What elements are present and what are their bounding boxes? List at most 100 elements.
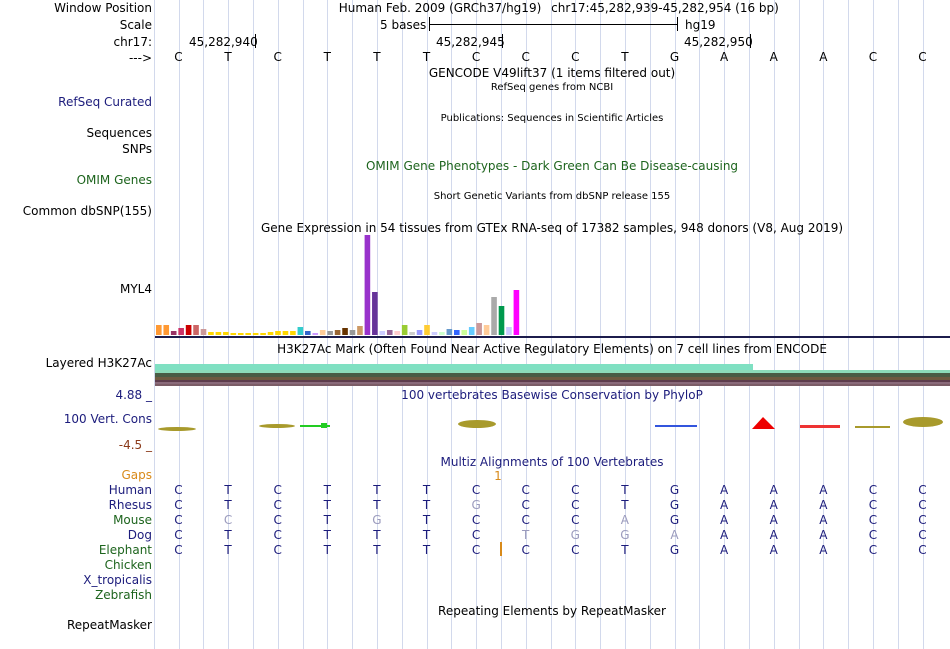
gtex-bar[interactable] (170, 331, 177, 335)
alignment-base: A (819, 483, 828, 497)
h3k27ac-signal[interactable] (155, 364, 950, 386)
gtex-bar[interactable] (513, 290, 520, 335)
gtex-bar-chart[interactable] (155, 235, 950, 339)
gtex-bar[interactable] (215, 332, 222, 335)
gtex-bar[interactable] (237, 333, 244, 335)
gtex-track-title[interactable]: Gene Expression in 54 tissues from GTEx … (260, 221, 844, 235)
gtex-bar[interactable] (193, 325, 199, 335)
gtex-bar[interactable] (394, 331, 400, 335)
gtex-bar[interactable] (290, 331, 296, 335)
alignment-base: C (273, 498, 282, 512)
species-label[interactable]: Chicken (104, 558, 152, 572)
gtex-bar[interactable] (312, 333, 319, 335)
gtex-bar[interactable] (476, 323, 482, 335)
alignment-base: T (323, 483, 331, 497)
gtex-bar[interactable] (185, 325, 192, 335)
gtex-bar[interactable] (416, 330, 423, 335)
repeatmasker-track-title[interactable]: Repeating Elements by RepeatMasker (438, 604, 666, 618)
gtex-bar[interactable] (260, 333, 266, 335)
gtex-bar[interactable] (200, 329, 207, 335)
gtex-bar[interactable] (409, 332, 415, 335)
track-label-refseq[interactable]: RefSeq Curated (58, 95, 152, 109)
gtex-bar[interactable] (252, 333, 259, 335)
publications-track-title[interactable]: Publications: Sequences in Scientific Ar… (440, 113, 664, 124)
gtex-bar[interactable] (319, 330, 326, 335)
gtex-bar[interactable] (267, 332, 274, 335)
gtex-bar[interactable] (454, 330, 460, 335)
gtex-bar[interactable] (364, 235, 371, 335)
alignment-base: A (819, 498, 828, 512)
species-label[interactable]: Rhesus (108, 498, 152, 512)
gtex-bar[interactable] (379, 331, 386, 335)
gtex-bar[interactable] (230, 333, 237, 335)
track-label-gtex-gene[interactable]: MYL4 (119, 282, 152, 296)
track-label-h3k27ac[interactable]: Layered H3K27Ac (45, 356, 152, 370)
gtex-bar[interactable] (357, 326, 363, 335)
gtex-bar[interactable] (446, 329, 453, 335)
gtex-bar[interactable] (439, 332, 445, 335)
gtex-bar[interactable] (506, 327, 512, 335)
gtex-bar[interactable] (305, 331, 311, 335)
assembly-name: Human Feb. 2009 (GRCh37/hg19) (338, 1, 542, 15)
track-label-omim[interactable]: OMIM Genes (76, 173, 152, 187)
gtex-bar[interactable] (156, 325, 162, 335)
gtex-bar[interactable] (275, 331, 281, 335)
dbsnp-track-title[interactable]: Short Genetic Variants from dbSNP releas… (433, 191, 671, 202)
refseq-track-title[interactable]: RefSeq genes from NCBI (490, 82, 614, 93)
track-label-cons[interactable]: 100 Vert. Cons (63, 412, 152, 426)
species-label[interactable]: Dog (127, 528, 152, 542)
gtex-bar[interactable] (498, 306, 505, 335)
alignment-base: G (669, 543, 680, 557)
strand-label[interactable]: ---> (128, 51, 152, 65)
omim-track-title[interactable]: OMIM Gene Phenotypes - Dark Green Can Be… (365, 159, 739, 173)
alignment-base: T (323, 498, 331, 512)
species-label[interactable]: X_tropicalis (83, 573, 152, 587)
alignment-base: C (918, 513, 927, 527)
alignment-base: T (422, 513, 431, 527)
gtex-bar[interactable] (349, 330, 356, 335)
gtex-bar[interactable] (334, 330, 341, 335)
chrom-label: chr17: (113, 35, 152, 49)
gtex-bar[interactable] (245, 333, 251, 335)
track-label-gaps[interactable]: Gaps (121, 468, 152, 482)
gap-marker[interactable]: 1 (494, 469, 502, 483)
grid-line (352, 0, 353, 649)
gtex-bar[interactable] (483, 325, 490, 335)
gtex-bar[interactable] (431, 332, 438, 335)
grid-line (203, 0, 204, 649)
gtex-bar[interactable] (208, 332, 214, 335)
species-label[interactable]: Elephant (98, 543, 152, 557)
gencode-track-title[interactable]: GENCODE V49lift37 (1 items filtered out) (428, 66, 676, 80)
gtex-bar[interactable] (461, 330, 468, 335)
gtex-bar[interactable] (223, 332, 229, 335)
phylop-track-title[interactable]: 100 vertebrates Basewise Conservation by… (401, 388, 703, 402)
track-label-snps[interactable]: SNPs (122, 142, 152, 156)
position-display: chr17:45,282,939-45,282,954 (16 bp) (551, 1, 779, 15)
multiz-track-title[interactable]: Multiz Alignments of 100 Vertebrates (440, 455, 664, 469)
gtex-bar[interactable] (401, 325, 408, 335)
species-label[interactable]: Zebrafish (95, 588, 152, 602)
track-label-sequences[interactable]: Sequences (86, 126, 152, 140)
gtex-bar[interactable] (178, 328, 184, 335)
gtex-bar[interactable] (491, 297, 497, 335)
track-label-repeatmasker[interactable]: RepeatMasker (66, 618, 152, 632)
gtex-bar[interactable] (342, 328, 348, 335)
gtex-bar[interactable] (468, 327, 475, 335)
gtex-bar[interactable] (327, 331, 333, 335)
gtex-bar[interactable] (424, 325, 430, 335)
gtex-baseline (155, 336, 950, 338)
gtex-bar[interactable] (163, 325, 170, 335)
gtex-bar[interactable] (297, 327, 304, 335)
gtex-bar[interactable] (386, 330, 393, 335)
alignment-base: T (373, 528, 381, 542)
alignment-base: C (471, 513, 481, 527)
h3k27ac-track-title[interactable]: H3K27Ac Mark (Often Found Near Active Re… (277, 342, 827, 356)
scale-bar (429, 24, 677, 25)
gtex-bar[interactable] (282, 331, 289, 335)
species-label[interactable]: Mouse (113, 513, 152, 527)
phylop-logo[interactable] (155, 412, 950, 438)
species-label[interactable]: Human (108, 483, 152, 497)
gtex-bar[interactable] (372, 292, 378, 335)
track-label-dbsnp[interactable]: Common dbSNP(155) (22, 204, 152, 218)
